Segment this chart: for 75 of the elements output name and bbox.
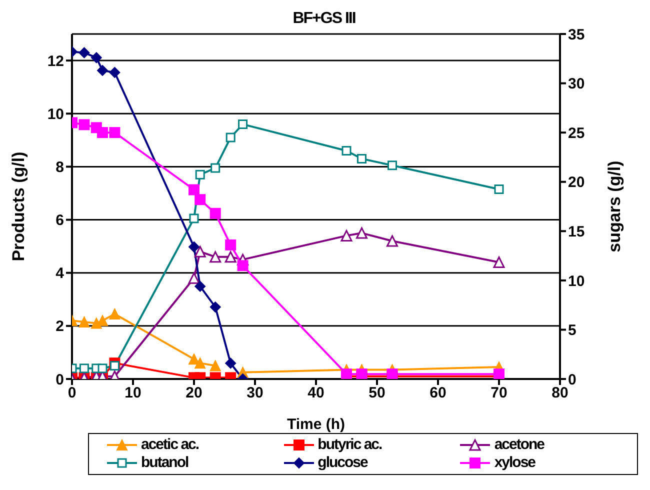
legend-label: acetone	[494, 436, 544, 454]
point	[188, 354, 200, 365]
point	[226, 132, 236, 142]
y2-tick-label: 10	[568, 272, 585, 290]
point	[210, 208, 221, 219]
point	[493, 256, 505, 268]
y-tick-label: 10	[47, 106, 64, 123]
point	[357, 154, 366, 164]
point	[210, 302, 221, 313]
legend-label: butanol	[141, 454, 188, 472]
y2-tick-label: 15	[568, 223, 585, 240]
point	[356, 227, 368, 239]
point	[78, 316, 90, 328]
point	[194, 246, 206, 258]
point	[238, 119, 248, 129]
chart-title: BF+GS III	[292, 10, 356, 28]
point	[79, 364, 89, 374]
point	[78, 119, 90, 130]
legend-label: acetic ac.	[141, 436, 199, 454]
point	[189, 214, 199, 224]
point	[194, 280, 206, 292]
y2-tick-label: 25	[568, 124, 585, 142]
point	[210, 163, 220, 173]
point	[388, 160, 397, 170]
point	[188, 272, 200, 284]
point	[225, 358, 236, 369]
point	[90, 52, 102, 64]
y2-tick-label: 5	[568, 322, 576, 340]
point	[494, 184, 504, 194]
y2-tick-label: 0	[568, 371, 576, 388]
y-axis-title: Products (g/l)	[9, 152, 28, 262]
point	[78, 47, 90, 58]
y-tick-label: 2	[56, 318, 64, 336]
x-tick-label: 20	[186, 384, 202, 402]
point	[210, 360, 221, 372]
legend-label: glucose	[318, 454, 368, 472]
legend-label: xylose	[494, 454, 536, 472]
point	[109, 308, 120, 320]
y-tick-label: 6	[56, 212, 64, 230]
point	[188, 184, 200, 196]
point	[342, 146, 352, 156]
point	[194, 358, 206, 369]
point	[109, 127, 120, 138]
point	[110, 360, 120, 370]
point	[109, 66, 120, 78]
y2-tick-label: 35	[568, 26, 585, 44]
point	[188, 241, 200, 252]
y-tick-label: 8	[56, 159, 64, 176]
point	[195, 170, 205, 180]
x-axis-title: Time (h)	[286, 416, 346, 433]
x-tick-label: 60	[430, 384, 446, 402]
x-tick-label: 50	[368, 384, 386, 402]
x-tick-label: 70	[490, 384, 508, 402]
y2-tick-label: 20	[568, 174, 585, 192]
point	[225, 239, 236, 250]
point	[194, 194, 206, 206]
y-tick-label: 4	[56, 265, 65, 282]
x-tick-label: 40	[308, 384, 324, 402]
point	[340, 230, 352, 242]
point	[237, 260, 248, 272]
point	[210, 251, 222, 263]
x-tick-label: 80	[552, 384, 568, 402]
y-tick-label: 12	[47, 52, 64, 70]
point	[97, 64, 108, 76]
x-tick-label: 30	[246, 384, 264, 402]
point	[98, 364, 108, 374]
x-tick-label: 0	[68, 384, 76, 402]
legend-label: butyric ac.	[318, 436, 382, 454]
y2-axis-title: sugars (g/l)	[605, 160, 624, 252]
point	[97, 127, 108, 138]
point	[224, 251, 236, 263]
y2-tick-label: 30	[568, 76, 585, 93]
point	[386, 235, 398, 247]
x-tick-label: 10	[124, 384, 142, 402]
y-tick-label: 0	[56, 371, 64, 388]
